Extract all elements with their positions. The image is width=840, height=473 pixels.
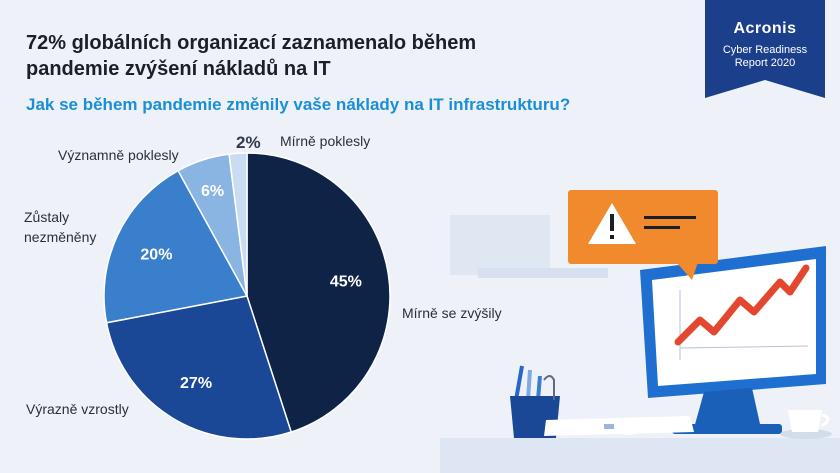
slice-value-label: 27% — [180, 375, 212, 392]
survey-question: Jak se během pandemie změnily vaše nákla… — [26, 95, 571, 114]
slice-category-label: Výrazně vzrostly — [26, 401, 129, 417]
warning-icon — [588, 203, 636, 244]
coffee-cup-icon — [780, 410, 832, 439]
mouse-icon — [618, 425, 638, 435]
badge-brand: Acronis — [733, 20, 797, 37]
slice-category-label: Zůstaly nezměněny — [24, 209, 96, 245]
pie-slice — [105, 295, 293, 440]
badge-report-line: Cyber Readiness — [722, 44, 808, 56]
alert-line — [644, 216, 696, 219]
slice-value-label: 45% — [330, 273, 362, 290]
title-line: pandemie zvýšení nákladů na IT — [26, 58, 331, 80]
illustration — [440, 190, 840, 473]
slice-value-label: 2% — [236, 133, 261, 152]
alert-line — [644, 226, 680, 229]
paperclip-icon — [543, 375, 555, 400]
desk — [440, 438, 840, 473]
wall-shelf — [478, 268, 608, 278]
alert-bubble — [568, 190, 718, 280]
keyboard-icon — [544, 416, 694, 436]
slice-category-label: Mírně poklesly — [280, 133, 370, 149]
trend-line-icon — [674, 264, 810, 346]
pie-slice — [228, 152, 248, 297]
wall-panel — [450, 215, 550, 275]
pie-slice — [246, 152, 391, 433]
slice-category-label: Významně poklesly — [58, 147, 179, 163]
pie-slice — [103, 169, 249, 324]
report-badge — [705, 0, 825, 98]
slice-value-label: 20% — [140, 246, 172, 263]
badge-report-line: Report 2020 — [734, 57, 796, 69]
slice-category-label: Mírně se zvýšily — [402, 305, 502, 321]
pie-chart: 45% Mírně se zvýšily 27% Výrazně vzrostly 20… — [24, 133, 502, 440]
page-title: 72% globálních organizací zaznamenalo bě… — [26, 30, 666, 82]
title-line: 72% globálních organizací zaznamenalo bě… — [26, 32, 477, 54]
slice-value-label: 6% — [201, 183, 224, 200]
